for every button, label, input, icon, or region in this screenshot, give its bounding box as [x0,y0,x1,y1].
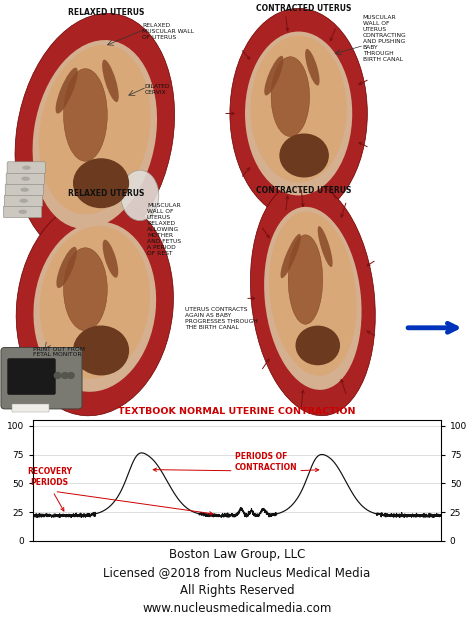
Text: www.nucleusmedicalmedia.com: www.nucleusmedicalmedia.com [142,602,332,616]
Ellipse shape [19,198,28,203]
Circle shape [68,373,74,378]
Ellipse shape [269,211,356,376]
Ellipse shape [245,32,352,195]
FancyBboxPatch shape [3,206,42,218]
Ellipse shape [230,9,367,219]
Ellipse shape [21,177,30,181]
FancyBboxPatch shape [6,173,45,185]
Ellipse shape [64,69,107,161]
Ellipse shape [250,36,346,183]
Ellipse shape [55,67,78,114]
Ellipse shape [103,240,118,277]
Ellipse shape [15,14,174,256]
Ellipse shape [22,166,31,170]
Circle shape [296,326,339,365]
FancyBboxPatch shape [4,195,43,206]
Text: TEXTBOOK NORMAL UTERINE CONTRACTION: TEXTBOOK NORMAL UTERINE CONTRACTION [118,407,356,416]
Text: DILATED
CERVIX: DILATED CERVIX [145,84,170,95]
Text: RELAXED UTERUS: RELAXED UTERUS [68,8,145,17]
Text: RELAXED
MUSCULAR WALL
OF UTERUS: RELAXED MUSCULAR WALL OF UTERUS [142,23,194,40]
FancyBboxPatch shape [8,358,55,395]
Text: PERIODS OF
CONTRACTION: PERIODS OF CONTRACTION [235,452,298,472]
Bar [12,404,49,412]
Circle shape [73,159,128,208]
Text: UTERUS CONTRACTS
AGAIN AS BABY
PROGRESSES THROUGH
THE BIRTH CANAL: UTERUS CONTRACTS AGAIN AS BABY PROGRESSE… [185,307,257,330]
Ellipse shape [20,188,29,192]
FancyBboxPatch shape [5,184,44,196]
Ellipse shape [264,207,362,390]
Ellipse shape [250,181,375,416]
Ellipse shape [40,226,150,379]
Ellipse shape [318,226,333,267]
Ellipse shape [34,222,156,392]
Ellipse shape [56,247,77,288]
Circle shape [73,326,128,375]
Ellipse shape [264,56,283,95]
Text: All Rights Reserved: All Rights Reserved [180,584,294,597]
Ellipse shape [121,170,159,221]
Ellipse shape [33,40,157,229]
Text: CONTRACTED UTERUS: CONTRACTED UTERUS [255,4,351,14]
FancyBboxPatch shape [7,162,46,174]
Circle shape [62,373,68,378]
Text: MUSCULAR
WALL OF
UTERUS
RELAXED
ALLOWING
MOTHER
AND FETUS
A PERIOD
OF REST: MUSCULAR WALL OF UTERUS RELAXED ALLOWING… [147,203,181,256]
Text: MUSCULAR
WALL OF
UTERUS
CONTRACTING
AND PUSHING
BABY
THROUGH
BIRTH CANAL: MUSCULAR WALL OF UTERUS CONTRACTING AND … [363,15,406,62]
Ellipse shape [39,45,151,214]
Ellipse shape [18,210,27,214]
FancyBboxPatch shape [1,347,82,409]
Text: RECOVERY
PERIODS: RECOVERY PERIODS [27,467,72,487]
Ellipse shape [271,57,310,137]
Text: Boston Law Group, LLC: Boston Law Group, LLC [169,548,305,561]
Ellipse shape [64,248,107,331]
Ellipse shape [16,198,173,416]
Ellipse shape [281,234,301,278]
Ellipse shape [102,59,119,102]
Circle shape [55,373,61,378]
Ellipse shape [288,235,323,324]
Text: PRINT OUT FROM
FETAL MONITOR: PRINT OUT FROM FETAL MONITOR [33,347,85,357]
Text: Licensed @2018 from Nucleus Medical Media: Licensed @2018 from Nucleus Medical Medi… [103,566,371,579]
Text: CONTRACTED UTERUS: CONTRACTED UTERUS [255,187,351,195]
Ellipse shape [305,49,319,85]
Text: RELAXED UTERUS: RELAXED UTERUS [68,188,145,198]
Circle shape [280,134,328,177]
